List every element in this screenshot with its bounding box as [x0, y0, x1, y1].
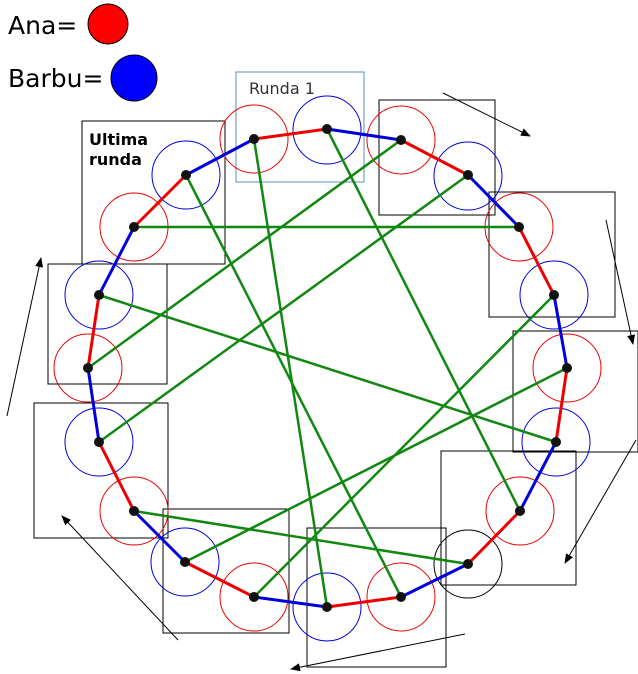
- player-circle: [433, 141, 503, 211]
- player-node: [463, 170, 473, 180]
- player-node: [549, 290, 559, 300]
- direction-arrow: [442, 92, 531, 137]
- player-node: [181, 170, 191, 180]
- player-circle: [99, 476, 169, 546]
- match-chord: [98, 173, 469, 444]
- match-chord: [133, 509, 469, 566]
- ring-link: [86, 294, 101, 369]
- player-node: [463, 559, 473, 569]
- player-circle: [150, 527, 220, 597]
- match-chord: [87, 138, 402, 370]
- last-round-label-line1: Ultima: [89, 130, 148, 149]
- ring-link: [517, 226, 556, 296]
- match-chord: [252, 138, 329, 608]
- legend-barbu-label: Barbu=: [8, 64, 103, 93]
- player-circle: [433, 529, 503, 599]
- player-node: [83, 363, 93, 373]
- round-box: [488, 191, 616, 318]
- ring-link: [466, 509, 522, 566]
- match-chord: [184, 366, 568, 564]
- ring-link: [86, 367, 101, 443]
- round-box: [81, 120, 226, 265]
- player-circle: [64, 260, 134, 330]
- match-chord: [253, 294, 555, 598]
- ring-link: [518, 441, 558, 512]
- player-circle: [485, 476, 555, 546]
- player-node: [515, 506, 525, 516]
- round-box: [235, 71, 365, 183]
- player-node: [396, 592, 406, 602]
- direction-arrow: [61, 515, 179, 641]
- player-circle: [64, 407, 134, 477]
- match-chords: [87, 128, 568, 608]
- player-node: [94, 290, 104, 300]
- player-circle: [521, 407, 591, 477]
- ring-link: [185, 137, 255, 177]
- player-circle: [292, 572, 362, 642]
- player-node: [322, 602, 332, 612]
- player-circle: [519, 260, 589, 330]
- ring-link: [253, 127, 328, 141]
- round-box: [440, 450, 577, 586]
- player-nodes: [83, 124, 572, 612]
- direction-arrows: [6, 92, 637, 672]
- match-chord: [98, 293, 557, 444]
- player-circle: [366, 105, 436, 175]
- ring-link: [184, 560, 255, 599]
- player-node: [249, 134, 259, 144]
- ring-links: [86, 127, 569, 609]
- ring-link: [552, 294, 569, 369]
- player-node: [562, 363, 572, 373]
- player-node: [94, 437, 104, 447]
- player-circle: [219, 104, 289, 174]
- player-node: [396, 135, 406, 145]
- player-node: [322, 124, 332, 134]
- direction-arrow: [605, 219, 635, 345]
- player-circle: [219, 562, 289, 632]
- round-box: [33, 402, 169, 539]
- player-circle: [532, 333, 602, 403]
- ring-link: [466, 173, 521, 229]
- first-round-label: Runda 1: [249, 79, 315, 98]
- ring-link: [97, 226, 136, 296]
- player-node: [551, 437, 561, 447]
- last-round-label-line2: runda: [89, 150, 142, 169]
- ring-link: [132, 173, 188, 229]
- player-node: [514, 222, 524, 232]
- player-circles: [53, 95, 602, 642]
- round-boxes: [33, 71, 638, 668]
- player-node: [180, 557, 190, 567]
- player-circle: [366, 562, 436, 632]
- ring-link: [400, 138, 469, 177]
- legend-barbu-swatch: [110, 54, 158, 102]
- round-box: [162, 508, 290, 634]
- ring-link: [400, 562, 469, 599]
- ring-link: [97, 441, 136, 512]
- round-box: [306, 527, 447, 668]
- match-chord: [325, 128, 522, 512]
- direction-arrow: [290, 633, 466, 672]
- ring-link: [326, 595, 402, 609]
- direction-arrow: [6, 257, 44, 417]
- player-node: [129, 222, 139, 232]
- ring-link: [253, 595, 328, 609]
- ring-link: [326, 127, 402, 142]
- legend-ana-label: Ana=: [8, 11, 77, 40]
- ring-link: [554, 367, 569, 443]
- player-circle: [292, 95, 362, 165]
- player-circle: [151, 140, 221, 210]
- direction-arrow: [564, 439, 637, 564]
- player-node: [249, 592, 259, 602]
- player-node: [129, 506, 139, 516]
- player-circle: [53, 333, 123, 403]
- ring-link: [132, 509, 187, 564]
- legend-ana-swatch: [87, 3, 129, 45]
